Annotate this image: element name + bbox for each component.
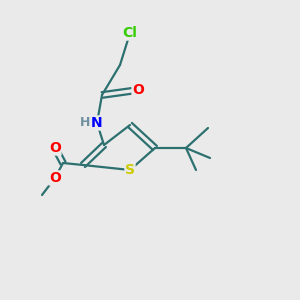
Text: Cl: Cl — [123, 26, 137, 40]
Text: N: N — [91, 116, 103, 130]
Text: O: O — [132, 83, 144, 97]
Text: O: O — [49, 141, 61, 155]
Text: S: S — [125, 163, 135, 177]
Text: O: O — [49, 171, 61, 185]
Text: H: H — [80, 116, 90, 130]
